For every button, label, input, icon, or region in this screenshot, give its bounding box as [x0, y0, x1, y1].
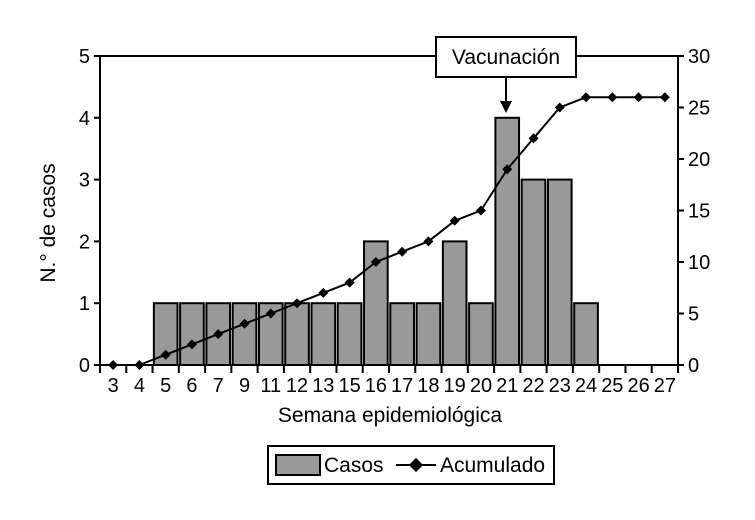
x-tick-label-11: 11	[260, 375, 281, 397]
y2-tick-label-15: 15	[688, 201, 710, 223]
point-acumulado-5	[160, 349, 171, 360]
point-acumulado-7	[213, 329, 224, 340]
y-tick-label-4: 4	[79, 108, 90, 130]
x-tick-label-12: 12	[286, 375, 308, 397]
point-acumulado-22	[528, 133, 539, 144]
series-line-acumulado	[113, 96, 665, 366]
x-tick-label-16: 16	[365, 375, 387, 397]
bar-18	[415, 302, 442, 367]
x-tick-label-19: 19	[444, 375, 466, 397]
x-tick-label-13: 13	[312, 375, 334, 397]
bar-9	[231, 302, 258, 367]
y-tick-label-0: 0	[79, 355, 90, 377]
point-acumulado-4	[134, 360, 145, 370]
point-acumulado-21	[502, 164, 513, 175]
legend-label-acumulado: Acumulado	[440, 454, 545, 477]
y2-tick-label-0: 0	[688, 355, 699, 377]
bar-13	[310, 302, 337, 367]
x-tick-label-9: 9	[239, 375, 250, 397]
x-tick-label-4: 4	[134, 375, 145, 397]
annotation-arrow-head	[500, 101, 512, 113]
annotation-box	[435, 36, 577, 78]
point-acumulado-20	[475, 205, 486, 216]
x-axis-title: Semana epidemiológica	[278, 404, 502, 427]
bar-6	[179, 302, 205, 367]
point-acumulado-27	[659, 92, 670, 103]
x-tick-label-15: 15	[338, 375, 360, 397]
point-acumulado-26	[633, 92, 644, 103]
x-tick-label-21: 21	[496, 375, 518, 397]
bar-23	[546, 178, 573, 366]
point-acumulado-19	[449, 215, 460, 226]
bar-15	[336, 302, 363, 367]
y-axis-title: N.° de casos	[37, 163, 60, 282]
bars-layer	[152, 116, 599, 367]
bar-17	[389, 302, 415, 367]
point-acumulado-15	[344, 277, 355, 288]
point-acumulado-9	[239, 318, 250, 329]
annotation-text: Vacunación	[452, 46, 560, 69]
bar-24	[573, 302, 599, 367]
y2-tick-label-20: 20	[688, 149, 710, 171]
point-acumulado-18	[423, 236, 434, 247]
bar-22	[520, 178, 547, 366]
x-tick-label-22: 22	[522, 375, 544, 397]
x-tick-label-25: 25	[601, 375, 623, 397]
point-acumulado-12	[292, 298, 303, 309]
x-tick-label-18: 18	[417, 375, 439, 397]
vaccination-annotation: Vacunación	[435, 36, 577, 113]
y2-tick-label-30: 30	[688, 46, 710, 68]
bar-12	[284, 302, 310, 367]
point-acumulado-23	[554, 102, 565, 113]
legend-label-casos: Casos	[324, 454, 384, 477]
x-tick-label-3: 3	[108, 375, 119, 397]
point-acumulado-11	[265, 308, 276, 319]
point-acumulado-25	[607, 92, 618, 103]
x-tick-label-27: 27	[654, 375, 676, 397]
legend: Casos Acumulado	[267, 445, 555, 485]
x-tick-label-6: 6	[186, 375, 197, 397]
x-tick-label-24: 24	[575, 375, 597, 397]
bar-19	[441, 240, 468, 366]
cumulative-line-layer	[108, 92, 670, 370]
y-tick-label-2: 2	[79, 231, 90, 253]
point-acumulado-13	[318, 287, 329, 298]
y-tick-label-3: 3	[79, 170, 90, 192]
y2-tick-label-10: 10	[688, 252, 710, 274]
axes-layer	[94, 55, 684, 373]
legend-swatch-casos	[275, 454, 321, 476]
point-acumulado-17	[397, 246, 408, 257]
x-tick-label-17: 17	[391, 375, 413, 397]
x-tick-label-26: 26	[627, 375, 649, 397]
point-acumulado-3	[108, 360, 119, 370]
y-tick-label-1: 1	[79, 293, 90, 315]
point-acumulado-24	[581, 92, 592, 103]
x-tick-label-5: 5	[160, 375, 171, 397]
bar-21	[494, 116, 521, 366]
point-acumulado-6	[186, 339, 197, 350]
point-acumulado-16	[370, 257, 381, 267]
legend-marker-acumulado	[408, 457, 424, 473]
y-tick-label-5: 5	[79, 46, 90, 68]
x-tick-label-20: 20	[470, 375, 492, 397]
x-tick-label-23: 23	[549, 375, 571, 397]
y2-tick-label-5: 5	[688, 304, 699, 326]
bar-20	[468, 302, 494, 367]
y2-tick-label-25: 25	[688, 98, 710, 120]
x-tick-label-7: 7	[213, 375, 224, 397]
